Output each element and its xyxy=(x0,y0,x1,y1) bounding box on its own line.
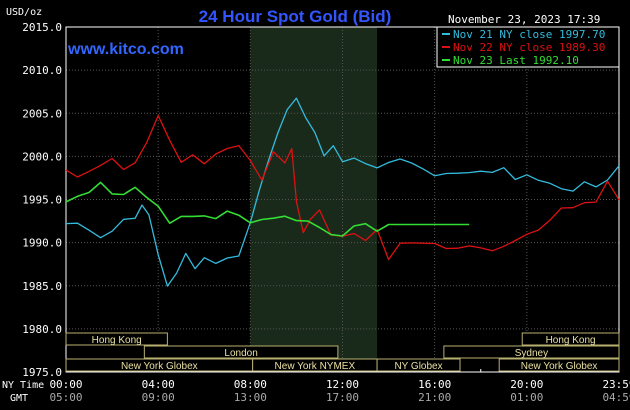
y-tick-label: 1990.0 xyxy=(22,237,62,250)
session-bar-label: Sydney xyxy=(515,348,548,359)
session-bar-label: NY Globex xyxy=(394,361,442,372)
session-bar-label: New York NYMEX xyxy=(275,361,356,372)
x-tick-label-gmt: 04:59 xyxy=(602,391,630,404)
ny-time-row-label: NY Time xyxy=(2,380,44,391)
session-bar-box xyxy=(376,358,461,372)
legend-entry: Nov 21 NY close 1997.70 xyxy=(453,28,605,41)
gmt-row-label: GMT xyxy=(10,393,28,404)
chart-title: 24 Hour Spot Gold (Bid) xyxy=(199,7,392,26)
legend-box xyxy=(436,26,620,68)
y-tick-label: 1980.0 xyxy=(22,323,62,336)
y-tick-label: 2005.0 xyxy=(22,107,62,120)
session-bar-box xyxy=(521,332,620,346)
x-tick-label-gmt: 17:00 xyxy=(326,391,359,404)
session-bar-label: Hong Kong xyxy=(546,335,596,346)
legend-entry: Nov 23 Last 1992.10 xyxy=(453,54,579,67)
x-tick-label-ny: 12:00 xyxy=(326,378,359,391)
session-bar: New York Globex xyxy=(498,358,620,372)
chart-timestamp: November 23, 2023 17:39 xyxy=(448,13,600,26)
session-bar: Hong Kong xyxy=(65,332,168,346)
x-tick-label-ny: 20:00 xyxy=(510,378,543,391)
series-line-3 xyxy=(65,181,470,237)
session-bar: Hong Kong xyxy=(521,332,620,346)
x-tick-label-ny: 08:00 xyxy=(234,378,267,391)
session-bar: Sydney xyxy=(443,345,620,359)
session-bar-box xyxy=(443,345,620,359)
session-bar-label: Hong Kong xyxy=(92,335,142,346)
y-tick-label: 2010.0 xyxy=(22,64,62,77)
session-bar-box xyxy=(65,332,168,346)
y-tick-label: 1975.0 xyxy=(22,366,62,379)
session-bar: New York NYMEX xyxy=(252,358,378,372)
y-tick-label: 1995.0 xyxy=(22,194,62,207)
session-bar-box xyxy=(143,345,339,359)
x-tick-label-gmt: 21:00 xyxy=(418,391,451,404)
price-lines xyxy=(65,97,620,287)
session-bar-label: New York Globex xyxy=(521,361,598,372)
x-tick-label-gmt: 13:00 xyxy=(234,391,267,404)
session-bar-box xyxy=(498,358,620,372)
x-tick-label-gmt: 05:00 xyxy=(49,391,82,404)
y-tick-label: 2000.0 xyxy=(22,150,62,163)
y-tick-label: 1985.0 xyxy=(22,280,62,293)
x-tick-label-ny: 00:00 xyxy=(49,378,82,391)
x-tick-label-gmt: 01:00 xyxy=(510,391,543,404)
x-tick-label-ny: 16:00 xyxy=(418,378,451,391)
legend-entry: Nov 22 NY close 1989.30 xyxy=(453,41,605,54)
market-sessions: Hong Kong Hong Kong London Sydney New York G… xyxy=(65,332,620,372)
session-bar-label: London xyxy=(224,348,257,359)
session-bar-label: New York Globex xyxy=(121,361,198,372)
session-bar: New York Globex xyxy=(65,358,254,372)
y-tick-label: 2015.0 xyxy=(22,21,62,34)
session-bar: London xyxy=(143,345,339,359)
session-bar: NY Globex xyxy=(376,358,461,372)
y-axis-ticks: 2015.0 2010.0 2005.0 2000.0 1995.0 1990.0 1985… xyxy=(22,21,62,379)
x-tick-label-ny: 04:00 xyxy=(142,378,175,391)
x-tick-label-gmt: 09:00 xyxy=(142,391,175,404)
nymex-session-highlight xyxy=(250,27,378,372)
source-watermark: www.kitco.com xyxy=(67,41,184,58)
series-line-1 xyxy=(65,97,620,287)
x-tick-label-ny: 23:59 xyxy=(602,378,630,391)
y-axis-unit-label: USD/oz xyxy=(6,7,42,18)
